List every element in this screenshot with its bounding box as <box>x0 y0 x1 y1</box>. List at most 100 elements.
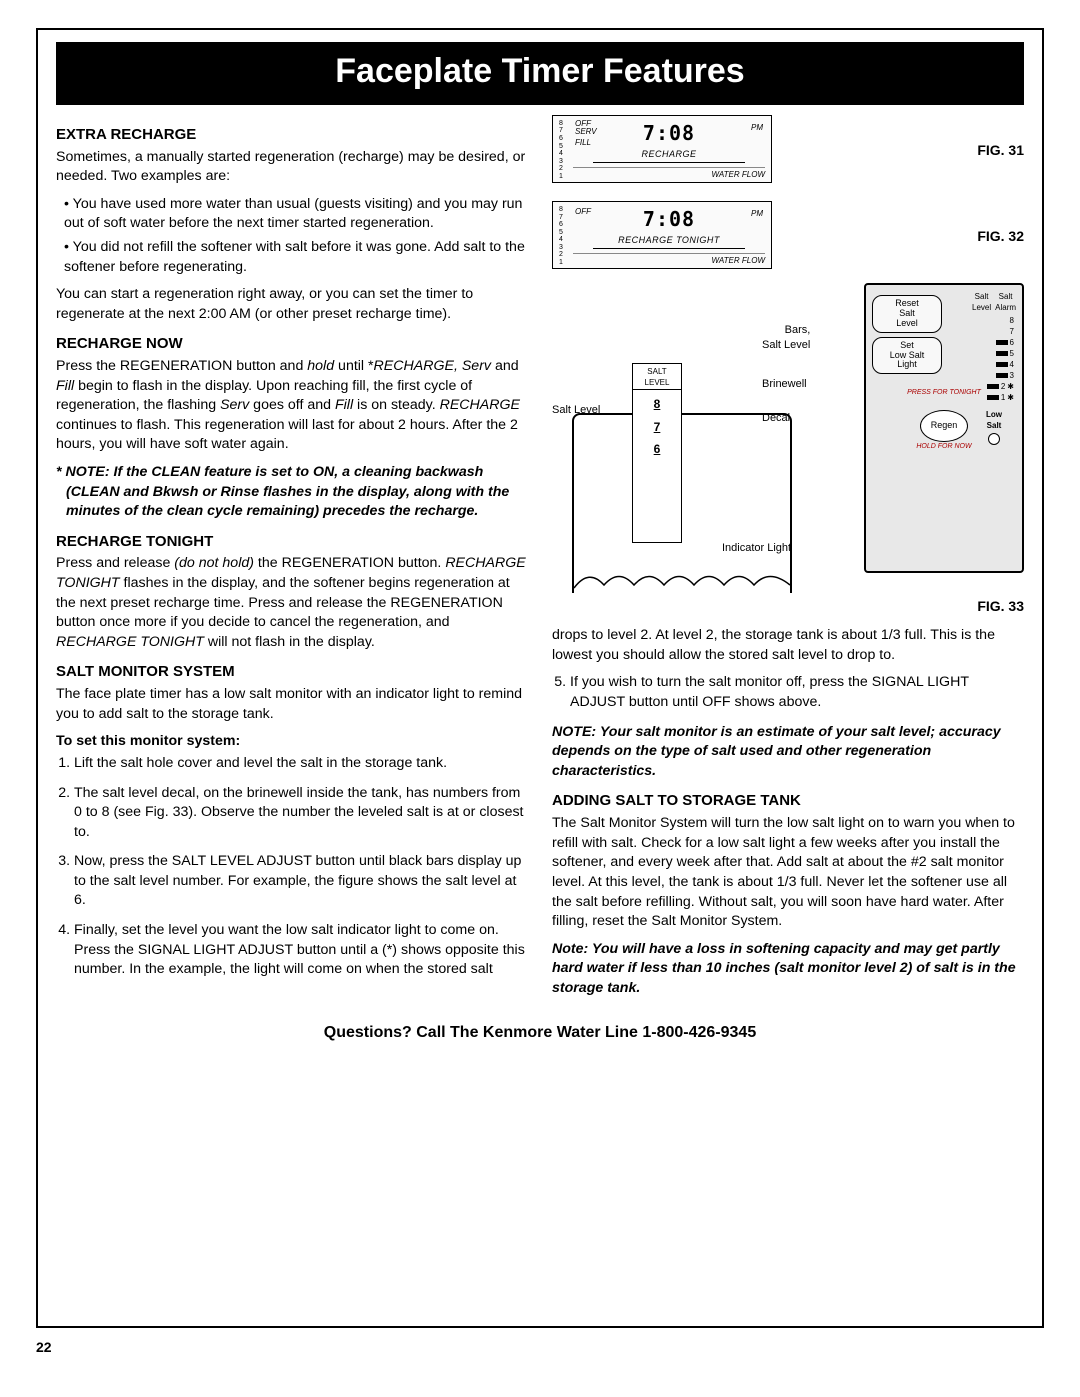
hdr: Salt Level <box>972 291 991 313</box>
t: and <box>491 358 519 374</box>
text: Press the REGENERATION button and hold u… <box>56 357 528 455</box>
label: Set Low Salt Light <box>890 340 925 370</box>
t: RECHARGE, Serv <box>374 358 491 374</box>
lcd-waterflow: WATER FLOW <box>573 167 765 180</box>
fig33-diagram: Salt Level Bars, Salt Level Brinewell De… <box>552 283 1024 593</box>
t: RECHARGE TONIGHT <box>56 634 204 650</box>
regen-button[interactable]: Regen <box>920 410 968 442</box>
left-column: EXTRA RECHARGE Sometimes, a manually sta… <box>56 115 528 1007</box>
lcd-display-31: 87654321 OFF SERV FILL PM 7:08 RECHARGE … <box>552 115 772 183</box>
heading-recharge-now: RECHARGE NOW <box>56 334 528 355</box>
heading-recharge-tonight: RECHARGE TONIGHT <box>56 532 528 553</box>
t: Serv <box>220 397 249 413</box>
title-bar: Faceplate Timer Features <box>56 42 1024 105</box>
figure-label-31: FIG. 31 <box>786 141 1024 160</box>
step: Now, press the SALT LEVEL ADJUST button … <box>74 852 528 911</box>
n: 8 <box>633 396 681 413</box>
lcd-status: RECHARGE TONIGHT <box>573 234 765 246</box>
n: 7 <box>633 419 681 436</box>
heading-salt-monitor: SALT MONITOR SYSTEM <box>56 662 528 683</box>
two-column-layout: EXTRA RECHARGE Sometimes, a manually sta… <box>56 115 1024 1007</box>
lcd-scale: 87654321 <box>559 120 573 180</box>
lcd-time: 7:08 <box>573 206 765 234</box>
salt-pile-icon <box>574 563 790 593</box>
t: (do not hold) <box>174 555 254 571</box>
t: Press and release <box>56 555 174 571</box>
t: Press the REGENERATION button and <box>56 358 307 374</box>
t: RECHARGE <box>440 397 520 413</box>
lcd-mode: SERV FILL <box>575 126 597 148</box>
n: 7 <box>559 214 573 221</box>
n: 3 <box>1010 370 1014 381</box>
label: SALT LEVEL <box>633 366 681 390</box>
set-low-salt-button[interactable]: Set Low Salt Light <box>872 337 942 375</box>
n: 5 <box>559 229 573 236</box>
n: 2 <box>1001 381 1005 392</box>
step: The salt level decal, on the brinewell i… <box>74 784 528 843</box>
text: Press and release (do not hold) the REGE… <box>56 554 528 652</box>
tank: SALT LEVEL 8 7 6 <box>572 373 792 593</box>
n: 3 <box>559 244 573 251</box>
n: 6 <box>559 135 573 142</box>
reset-salt-button[interactable]: Reset Salt Level <box>872 295 942 333</box>
lcd-scale: 87654321 <box>559 206 573 266</box>
lcd-pm: PM <box>751 122 763 133</box>
label: Regen <box>931 420 958 430</box>
step: Lift the salt hole cover and level the s… <box>74 754 528 774</box>
text: The face plate timer has a low salt moni… <box>56 685 528 724</box>
lcd-waterflow: WATER FLOW <box>573 253 765 266</box>
text: You can start a regeneration right away,… <box>56 285 528 324</box>
numbered-list: Lift the salt hole cover and level the s… <box>56 754 528 980</box>
n: 5 <box>1010 348 1014 359</box>
t: the REGENERATION button. <box>254 555 445 571</box>
bullet-list: You have used more water than usual (gue… <box>56 195 528 277</box>
n: 4 <box>1010 359 1014 370</box>
subheading: To set this monitor system: <box>56 732 528 752</box>
n: 1 <box>1001 392 1005 403</box>
low-salt-label: Low Salt <box>974 409 1014 431</box>
n: 6 <box>1010 337 1014 348</box>
callout-bars: Bars, Salt Level <box>762 323 810 353</box>
t: continues to flash. This regeneration wi… <box>56 417 518 453</box>
step: If you wish to turn the salt monitor off… <box>570 673 1024 712</box>
n: 3 <box>559 158 573 165</box>
n: 5 <box>559 143 573 150</box>
numbered-list: If you wish to turn the salt monitor off… <box>552 673 1024 712</box>
bar-indicator: Salt Level Salt Alarm 8 7 6 5 4 3 2✱ 1✱ … <box>974 291 1014 447</box>
lcd-pm: PM <box>751 208 763 219</box>
t: hold <box>307 358 334 374</box>
control-panel: Reset Salt Level Set Low Salt Light Salt… <box>864 283 1024 573</box>
n: 1 <box>559 259 573 266</box>
hdr: Salt Alarm <box>995 291 1016 313</box>
t: until * <box>334 358 373 374</box>
t: goes off and <box>249 397 335 413</box>
n: 6 <box>633 441 681 458</box>
right-column: 87654321 OFF SERV FILL PM 7:08 RECHARGE … <box>552 115 1024 1007</box>
bullet: You did not refill the softener with sal… <box>64 238 528 277</box>
note: * NOTE: If the CLEAN feature is set to O… <box>56 463 528 522</box>
figure-label-33: FIG. 33 <box>552 597 1024 616</box>
fig32-row: 87654321 OFF PM 7:08 RECHARGE TONIGHT WA… <box>552 201 1024 269</box>
n: 4 <box>559 150 573 157</box>
label: Reset Salt Level <box>895 298 919 328</box>
text: drops to level 2. At level 2, the storag… <box>552 626 1024 665</box>
t: Fill <box>56 378 74 394</box>
bullet: You have used more water than usual (gue… <box>64 195 528 234</box>
t: is on steady. <box>353 397 439 413</box>
lcd-display-32: 87654321 OFF PM 7:08 RECHARGE TONIGHT WA… <box>552 201 772 269</box>
n: 7 <box>1010 326 1014 337</box>
figure-label-32: FIG. 32 <box>786 227 1024 246</box>
n: 2 <box>559 165 573 172</box>
n: 8 <box>559 120 573 127</box>
n: 7 <box>559 127 573 134</box>
heading-adding-salt: ADDING SALT TO STORAGE TANK <box>552 791 1024 812</box>
note: Note: You will have a loss in softening … <box>552 940 1024 999</box>
t: will not flash in the display. <box>204 634 375 650</box>
text: Sometimes, a manually started regenerati… <box>56 148 528 187</box>
t: Fill <box>335 397 353 413</box>
n: 1 <box>559 173 573 180</box>
n: 4 <box>559 236 573 243</box>
footer-text: Questions? Call The Kenmore Water Line 1… <box>56 1022 1024 1044</box>
indicator-light-icon <box>988 433 1000 445</box>
n: 6 <box>559 221 573 228</box>
